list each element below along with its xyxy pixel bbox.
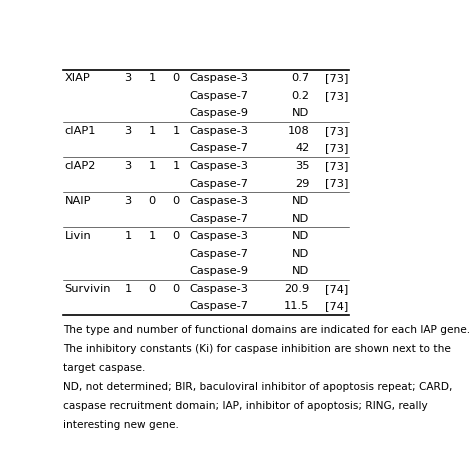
Text: ND: ND bbox=[292, 248, 310, 259]
Text: Survivin: Survivin bbox=[64, 283, 111, 293]
Text: The inhibitory constants (Ki) for caspase inhibition are shown next to the: The inhibitory constants (Ki) for caspas… bbox=[63, 344, 451, 354]
Text: 1: 1 bbox=[148, 73, 155, 83]
Text: 3: 3 bbox=[125, 73, 132, 83]
Text: 20.9: 20.9 bbox=[284, 283, 310, 293]
Text: cIAP2: cIAP2 bbox=[64, 161, 96, 171]
Text: 3: 3 bbox=[125, 161, 132, 171]
Text: Caspase-9: Caspase-9 bbox=[189, 109, 248, 118]
Text: Caspase-7: Caspase-7 bbox=[189, 179, 248, 189]
Text: ND: ND bbox=[292, 109, 310, 118]
Text: 0.2: 0.2 bbox=[292, 91, 310, 101]
Text: [73]: [73] bbox=[325, 161, 348, 171]
Text: target caspase.: target caspase. bbox=[63, 363, 146, 373]
Text: 0: 0 bbox=[148, 283, 155, 293]
Text: ND, not determined; BIR, baculoviral inhibitor of apoptosis repeat; CARD,: ND, not determined; BIR, baculoviral inh… bbox=[63, 382, 452, 392]
Text: Caspase-7: Caspase-7 bbox=[189, 214, 248, 224]
Text: Caspase-3: Caspase-3 bbox=[189, 126, 248, 136]
Text: 0: 0 bbox=[172, 196, 180, 206]
Text: [73]: [73] bbox=[325, 179, 348, 189]
Text: XIAP: XIAP bbox=[64, 73, 90, 83]
Text: interesting new gene.: interesting new gene. bbox=[63, 420, 179, 430]
Text: Caspase-3: Caspase-3 bbox=[189, 196, 248, 206]
Text: 1: 1 bbox=[172, 161, 180, 171]
Text: Caspase-3: Caspase-3 bbox=[189, 73, 248, 83]
Text: Caspase-9: Caspase-9 bbox=[189, 266, 248, 276]
Text: 0: 0 bbox=[172, 73, 180, 83]
Text: NAIP: NAIP bbox=[64, 196, 91, 206]
Text: 35: 35 bbox=[295, 161, 310, 171]
Text: [73]: [73] bbox=[325, 126, 348, 136]
Text: ND: ND bbox=[292, 196, 310, 206]
Text: Caspase-3: Caspase-3 bbox=[189, 161, 248, 171]
Text: 1: 1 bbox=[125, 231, 132, 241]
Text: 0.7: 0.7 bbox=[292, 73, 310, 83]
Text: 1: 1 bbox=[148, 231, 155, 241]
Text: 3: 3 bbox=[125, 196, 132, 206]
Text: [73]: [73] bbox=[325, 91, 348, 101]
Text: Caspase-3: Caspase-3 bbox=[189, 283, 248, 293]
Text: Caspase-7: Caspase-7 bbox=[189, 301, 248, 311]
Text: [73]: [73] bbox=[325, 144, 348, 154]
Text: 1: 1 bbox=[172, 126, 180, 136]
Text: 11.5: 11.5 bbox=[284, 301, 310, 311]
Text: 29: 29 bbox=[295, 179, 310, 189]
Text: ND: ND bbox=[292, 214, 310, 224]
Text: Caspase-3: Caspase-3 bbox=[189, 231, 248, 241]
Text: The type and number of functional domains are indicated for each IAP gene.: The type and number of functional domain… bbox=[63, 325, 470, 335]
Text: 0: 0 bbox=[172, 283, 180, 293]
Text: [74]: [74] bbox=[325, 301, 348, 311]
Text: Caspase-7: Caspase-7 bbox=[189, 144, 248, 154]
Text: 0: 0 bbox=[148, 196, 155, 206]
Text: 108: 108 bbox=[288, 126, 310, 136]
Text: [73]: [73] bbox=[325, 73, 348, 83]
Text: 1: 1 bbox=[148, 161, 155, 171]
Text: 42: 42 bbox=[295, 144, 310, 154]
Text: 1: 1 bbox=[148, 126, 155, 136]
Text: [74]: [74] bbox=[325, 283, 348, 293]
Text: ND: ND bbox=[292, 266, 310, 276]
Text: Livin: Livin bbox=[64, 231, 91, 241]
Text: 1: 1 bbox=[125, 283, 132, 293]
Text: ND: ND bbox=[292, 231, 310, 241]
Text: Caspase-7: Caspase-7 bbox=[189, 248, 248, 259]
Text: Caspase-7: Caspase-7 bbox=[189, 91, 248, 101]
Text: cIAP1: cIAP1 bbox=[64, 126, 96, 136]
Text: 0: 0 bbox=[172, 231, 180, 241]
Text: caspase recruitment domain; IAP, inhibitor of apoptosis; RING, really: caspase recruitment domain; IAP, inhibit… bbox=[63, 401, 428, 411]
Text: 3: 3 bbox=[125, 126, 132, 136]
